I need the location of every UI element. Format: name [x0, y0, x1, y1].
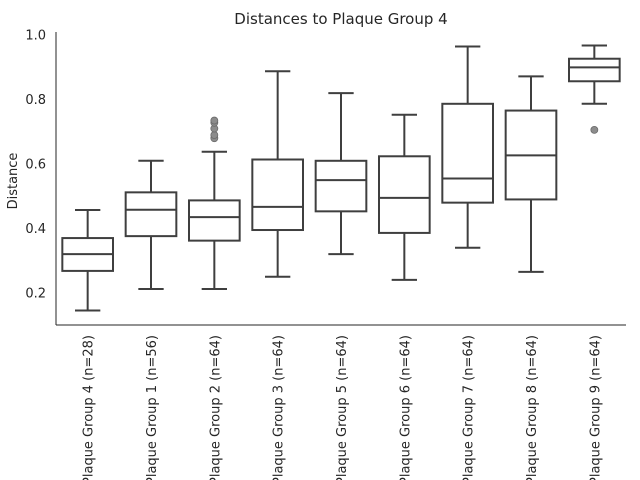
- y-axis-label: Distance: [6, 153, 21, 210]
- box-iqr: [251, 158, 304, 232]
- y-tick-label: 0.4: [25, 222, 46, 237]
- outlier-point: [590, 125, 599, 134]
- y-tick-label: 1.0: [25, 29, 46, 44]
- x-tick-label: Plaque Group 1 (n=56): [145, 335, 160, 480]
- x-tick-label: Plaque Group 8 (n=64): [525, 335, 540, 480]
- boxes: [61, 44, 621, 312]
- y-tick-label: 0.2: [25, 286, 46, 301]
- y-tick-label: 0.6: [25, 158, 46, 173]
- box-iqr: [378, 155, 431, 234]
- box-iqr: [188, 199, 241, 242]
- box-iqr: [314, 159, 368, 213]
- box-group: [124, 159, 178, 290]
- box-group: [441, 45, 495, 249]
- x-tick-label: Plaque Group 6 (n=64): [398, 335, 413, 480]
- outlier-point: [210, 131, 219, 139]
- box-iqr: [124, 191, 178, 238]
- x-tick-label: Plaque Group 2 (n=64): [208, 335, 223, 480]
- x-tick-label: Plaque Group 3 (n=64): [272, 335, 287, 480]
- outlier-point: [210, 116, 219, 125]
- box-group: [251, 70, 304, 278]
- x-tick-label: Plaque Group 5 (n=64): [335, 335, 350, 480]
- box-group: [378, 113, 431, 281]
- box-group: [314, 92, 368, 256]
- y-tick-label: 0.8: [25, 93, 46, 108]
- box-group: [568, 44, 621, 134]
- box-iqr: [568, 57, 621, 83]
- chart-title: Distances to Plaque Group 4: [234, 10, 447, 28]
- x-tick-label: Plaque Group 7 (n=64): [462, 335, 477, 480]
- box-iqr: [441, 102, 495, 204]
- x-tick-label: Plaque Group 4 (n=28): [82, 335, 97, 480]
- box-group: [61, 209, 114, 312]
- x-tick-label: Plaque Group 9 (n=64): [588, 335, 603, 480]
- x-tick-labels: Plaque Group 4 (n=28) Plaque Group 1 (n=5…: [82, 335, 604, 480]
- box-group: [188, 116, 241, 290]
- box-group: [504, 75, 558, 273]
- y-tick-labels: 0.2 0.4 0.6 0.8 1.0: [25, 29, 46, 302]
